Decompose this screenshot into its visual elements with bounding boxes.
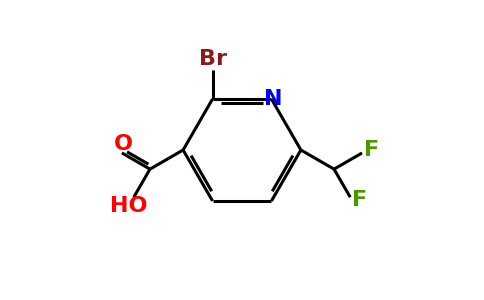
Text: F: F bbox=[364, 140, 379, 160]
Text: O: O bbox=[114, 134, 133, 154]
Text: N: N bbox=[264, 89, 282, 109]
Text: HO: HO bbox=[110, 196, 147, 216]
Text: F: F bbox=[352, 190, 367, 210]
Text: Br: Br bbox=[198, 49, 227, 69]
